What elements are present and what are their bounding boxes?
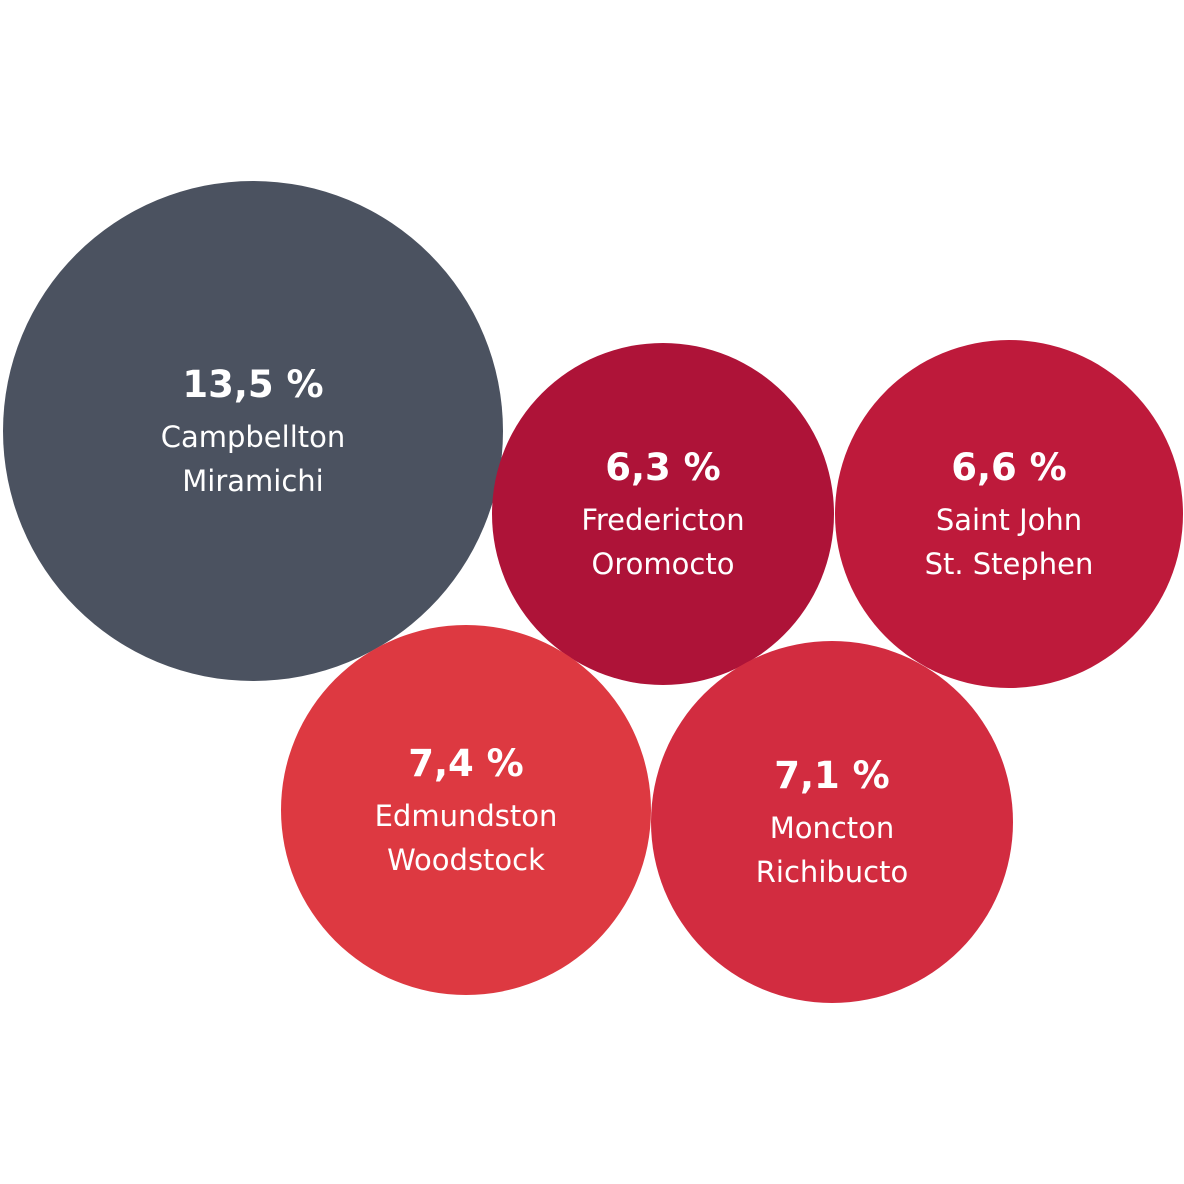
bubble-value-label: 7,1 %	[774, 754, 890, 797]
bubble-circle	[3, 181, 503, 681]
bubble-region-label: St. Stephen	[925, 547, 1094, 581]
bubble-region-label: Fredericton	[581, 503, 744, 537]
bubble-circle	[281, 625, 651, 995]
bubble-campbellton-miramichi: 13,5 % Campbellton Miramichi	[3, 181, 503, 681]
bubble-edmundston-woodstock: 7,4 % Edmundston Woodstock	[281, 625, 651, 995]
bubble-value-label: 13,5 %	[182, 363, 323, 406]
bubble-region-label: Moncton	[770, 811, 895, 845]
bubble-region-label: Oromocto	[592, 547, 735, 581]
bubble-region-label: Saint John	[936, 503, 1082, 537]
bubble-region-label: Richibucto	[756, 855, 908, 889]
bubble-value-label: 7,4 %	[408, 742, 524, 785]
bubble-region-label: Campbellton	[161, 420, 346, 454]
bubble-region-label: Edmundston	[375, 799, 558, 833]
bubble-value-label: 6,6 %	[951, 446, 1067, 489]
bubble-saint-john-st-stephen: 6,6 % Saint John St. Stephen	[835, 340, 1183, 688]
bubble-region-label: Woodstock	[387, 843, 545, 877]
bubble-region-label: Miramichi	[182, 464, 323, 498]
bubble-value-label: 6,3 %	[605, 446, 721, 489]
bubble-circle	[492, 343, 834, 685]
bubble-circle	[651, 641, 1013, 1003]
bubble-moncton-richibucto: 7,1 % Moncton Richibucto	[651, 641, 1013, 1003]
bubble-circle	[835, 340, 1183, 688]
bubble-fredericton-oromocto: 6,3 % Fredericton Oromocto	[492, 343, 834, 685]
